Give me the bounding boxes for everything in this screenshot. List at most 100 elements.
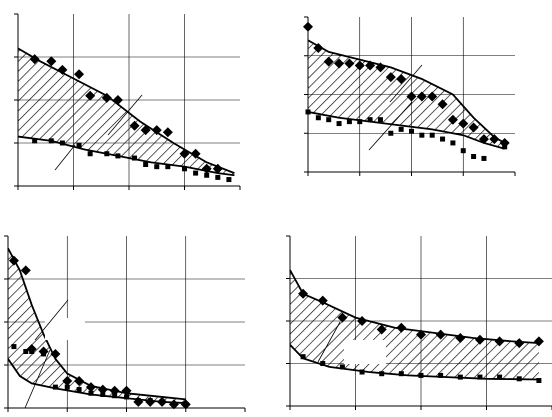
data-point-square — [193, 170, 199, 176]
data-point-square — [357, 119, 363, 125]
leader-line — [24, 349, 51, 409]
data-point-diamond — [212, 163, 223, 174]
blank-label-box — [344, 340, 386, 364]
leader-line — [317, 321, 341, 363]
leader-line — [389, 64, 423, 103]
data-point-diamond — [334, 58, 345, 69]
hatched-band — [290, 270, 539, 380]
data-point-diamond — [74, 69, 85, 80]
data-point-square — [450, 140, 456, 146]
data-point-square — [398, 126, 404, 132]
data-point-square — [379, 371, 385, 377]
series-square — [300, 354, 542, 383]
data-point-diamond — [129, 120, 140, 131]
data-point-diamond — [489, 134, 500, 145]
data-point-square — [112, 393, 118, 399]
data-point-square — [104, 151, 110, 157]
data-point-square — [477, 374, 483, 380]
data-point-diamond — [406, 91, 417, 102]
data-point-diamond — [458, 118, 469, 129]
data-point-square — [171, 401, 177, 407]
data-point-square — [320, 361, 326, 366]
data-point-square — [11, 344, 17, 350]
data-point-square — [143, 162, 149, 167]
data-point-square — [516, 376, 522, 382]
data-point-square — [398, 371, 404, 377]
data-point-square — [76, 387, 82, 393]
data-point-square — [41, 351, 47, 357]
data-point-diamond — [180, 399, 191, 410]
data-point-square — [64, 384, 70, 390]
data-point-square — [457, 374, 463, 380]
lower-envelope-line — [7, 358, 186, 404]
leader-line — [107, 94, 143, 136]
data-point-diamond — [354, 60, 365, 71]
data-point-diamond — [190, 148, 201, 159]
data-point-square — [115, 153, 121, 159]
chart-panel-3 — [4, 235, 246, 412]
data-point-diamond — [140, 125, 151, 136]
upper-envelope-line — [307, 39, 506, 144]
data-point-diamond — [50, 348, 61, 359]
data-point-square — [409, 128, 414, 134]
hatched-band — [8, 248, 186, 404]
data-point-square — [100, 391, 106, 397]
upper-envelope-line — [17, 47, 235, 174]
data-point-diamond — [57, 64, 68, 75]
data-point-diamond — [514, 338, 525, 349]
data-point-diamond — [313, 43, 324, 53]
data-point-square — [377, 117, 383, 123]
data-point-diamond — [427, 91, 438, 102]
blank-label-box — [45, 318, 85, 340]
data-point-square — [147, 398, 153, 404]
data-point-square — [440, 136, 446, 142]
data-point-diamond — [416, 329, 426, 340]
data-point-square — [88, 390, 94, 396]
data-point-diamond — [365, 60, 376, 71]
data-point-square — [336, 121, 342, 127]
data-point-diamond — [151, 125, 162, 136]
data-point-diamond — [112, 95, 123, 105]
data-point-diamond — [162, 127, 173, 138]
data-point-diamond — [20, 265, 31, 276]
data-point-diamond — [298, 288, 309, 299]
data-point-square — [124, 394, 129, 400]
data-point-square — [159, 399, 165, 405]
data-point-square — [300, 354, 306, 360]
data-point-diamond — [447, 114, 458, 125]
data-point-square — [48, 138, 54, 144]
series-square — [32, 138, 232, 183]
data-point-diamond — [375, 62, 386, 73]
data-point-square — [438, 372, 444, 378]
data-point-diamond — [416, 91, 427, 102]
leader-line — [368, 101, 413, 151]
data-point-diamond — [85, 382, 96, 393]
data-point-square — [502, 144, 508, 150]
data-point-diamond — [468, 122, 479, 133]
data-point-diamond — [121, 385, 132, 396]
data-point-diamond — [455, 333, 466, 343]
data-point-square — [23, 348, 29, 354]
data-point-square — [52, 384, 58, 390]
data-point-diamond — [435, 329, 446, 340]
data-point-square — [182, 166, 187, 172]
upper-envelope-line — [7, 247, 186, 401]
data-point-square — [165, 164, 171, 170]
data-point-diamond — [74, 375, 85, 386]
data-point-square — [419, 132, 425, 138]
data-point-square — [346, 119, 352, 125]
data-point-square — [132, 155, 138, 161]
data-point-square — [226, 177, 232, 183]
data-point-square — [460, 148, 466, 154]
series-square — [11, 344, 177, 407]
data-point-square — [29, 348, 35, 354]
data-point-diamond — [8, 255, 19, 266]
data-point-square — [536, 378, 542, 383]
chart-panel-2 — [303, 16, 516, 176]
data-point-diamond — [323, 56, 334, 67]
data-point-square — [59, 140, 65, 146]
data-point-diamond — [179, 148, 190, 159]
data-point-diamond — [101, 92, 112, 103]
data-point-diamond — [29, 54, 40, 65]
data-point-square — [388, 130, 394, 136]
